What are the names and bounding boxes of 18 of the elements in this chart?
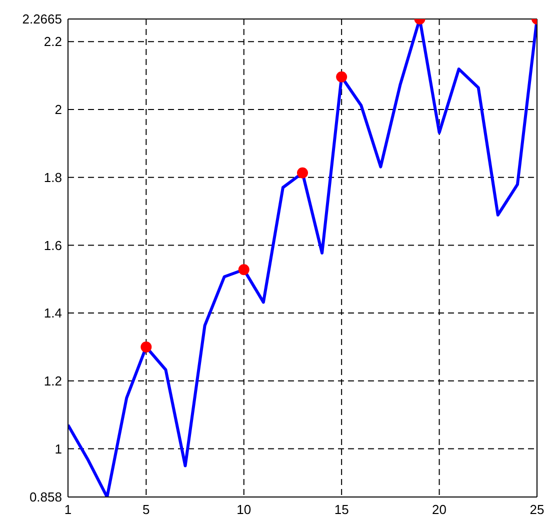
y-tick-label: 2.2	[44, 34, 62, 50]
y-tick-label: 1.6	[44, 238, 62, 253]
y-tick-label: 1.8	[44, 170, 62, 185]
point	[140, 342, 152, 352]
x-tick-label: 15	[334, 502, 349, 518]
x-tick-label: 20	[432, 502, 447, 518]
x-tick-label: 10	[236, 502, 252, 518]
y-tick-label: 1.2	[44, 374, 62, 389]
point	[297, 167, 308, 178]
x-tick-label: 5	[142, 502, 150, 518]
y-tick-label: 2.2665	[22, 12, 62, 27]
x-tick-label: 1	[64, 502, 72, 518]
y-tick-label: 2	[54, 102, 62, 118]
y-tick-label: 1.4	[44, 306, 62, 321]
point	[238, 264, 250, 276]
y-tick-label: 1	[54, 441, 62, 456]
x-tick-label: 25	[530, 502, 544, 518]
y-tick-label: 0.858	[29, 490, 62, 505]
